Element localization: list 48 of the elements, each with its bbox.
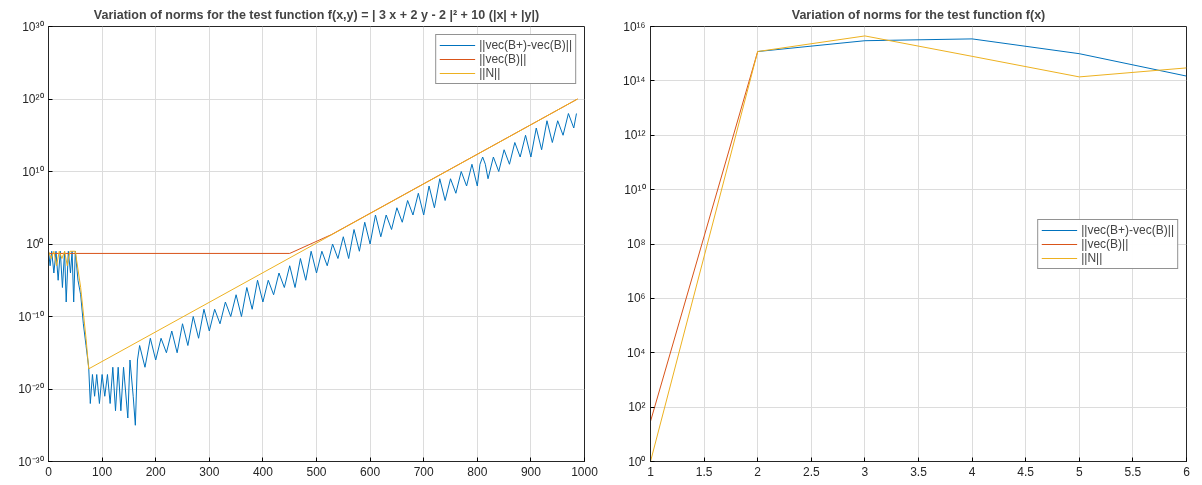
x-tick-label: 4 (968, 464, 976, 479)
x-tick-label: 200 (145, 464, 167, 479)
x-tick-label: 5 (1075, 464, 1083, 479)
x-tick-label: 1 (647, 464, 655, 479)
x-tick-label: 2 (754, 464, 762, 479)
y-tick-label: 10²⁰ (22, 92, 44, 106)
x-tick-label: 300 (199, 464, 220, 479)
y-tick-label: 10⁶ (627, 291, 646, 306)
x-tick-label: 6 (1183, 464, 1191, 479)
x-tick-label: 1.5 (695, 464, 713, 479)
y-tick-label: 10⁻³⁰ (18, 454, 44, 469)
legend-label: ||vec(B+)-vec(B)|| (479, 38, 572, 52)
legend-label: ||N|| (1081, 250, 1103, 265)
chart-title: Variation of norms for the test function f(x) (791, 7, 1046, 22)
x-tick-label: 4.5 (1017, 464, 1035, 479)
chart-title: Variation of norms for the test function f(x,y) = | 3 x + 2 y - 2 |² + 10 (|x| + |y|) (93, 7, 540, 22)
y-tick-label: 10⁴ (627, 345, 646, 360)
x-tick-label: 100 (92, 464, 113, 479)
x-tick-label: 0 (45, 464, 53, 479)
x-tick-label: 1000 (571, 464, 599, 479)
legend-label: ||vec(B)|| (479, 52, 527, 66)
legend-label: ||vec(B+)-vec(B)|| (1081, 222, 1174, 237)
y-tick-label: 10¹⁰ (22, 164, 44, 179)
y-tick-label: 10¹² (624, 128, 646, 143)
x-tick-label: 5.5 (1124, 464, 1142, 479)
y-tick-label: 10³⁰ (22, 19, 44, 34)
y-tick-label: 10¹⁶ (623, 19, 646, 34)
line-series (48, 98, 579, 370)
y-tick-label: 10⁰ (26, 237, 44, 251)
y-tick-label: 10² (628, 400, 646, 415)
x-tick-label: 3.5 (910, 464, 928, 479)
line-series (48, 113, 577, 426)
y-tick-label: 10⁰ (628, 454, 646, 469)
x-tick-label: 900 (520, 464, 542, 479)
y-tick-label: 10¹⁰ (624, 182, 646, 197)
y-tick-label: 10⁸ (627, 237, 646, 251)
x-tick-label: 400 (252, 464, 274, 479)
x-tick-label: 700 (413, 464, 435, 479)
x-tick-label: 500 (306, 464, 327, 479)
y-tick-label: 10¹⁴ (623, 73, 646, 88)
x-tick-label: 2.5 (802, 464, 820, 479)
x-tick-label: 800 (467, 464, 488, 479)
legend-label: ||vec(B)|| (1081, 236, 1129, 251)
y-tick-label: 10⁻¹⁰ (18, 309, 44, 324)
legend-label: ||N|| (479, 66, 501, 80)
x-tick-label: 3 (861, 464, 869, 479)
x-tick-label: 600 (360, 464, 381, 479)
y-tick-label: 10⁻²⁰ (18, 382, 44, 396)
